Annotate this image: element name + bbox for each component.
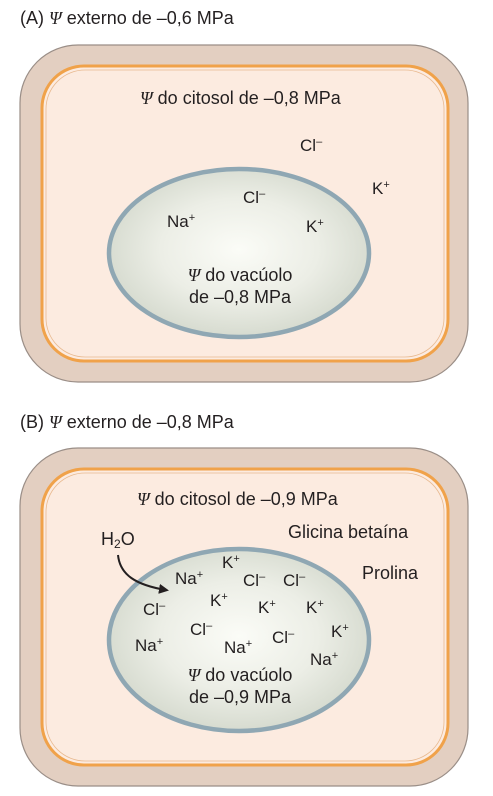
- ion-cl: Cl–: [243, 571, 266, 590]
- membrane-inner-line: [45, 472, 445, 762]
- water-influx-arrow: [117, 554, 169, 594]
- panel-a-title: (A) Ψ externo de –0,6 MPa: [20, 8, 234, 28]
- ion-k: K+: [210, 591, 228, 610]
- ion-k: K+: [372, 179, 390, 198]
- proline-label: Prolina: [362, 563, 419, 583]
- panel-a-cell: [19, 44, 469, 383]
- vacuole: [106, 166, 372, 340]
- panel-a-cytosol-label: Ψ do citosol de –0,8 MPa: [140, 88, 341, 108]
- ion-cl: Cl–: [190, 620, 213, 639]
- panel-b-vacuole-label: Ψ do vacúolo de –0,9 MPa: [187, 665, 293, 707]
- ion-cl: Cl–: [300, 136, 323, 155]
- glycine-betaine-label: Glicina betaína: [288, 522, 409, 542]
- water-label: H2O: [101, 529, 135, 551]
- ion-cl: Cl–: [283, 571, 306, 590]
- ion-na: Na+: [310, 650, 339, 669]
- ion-k: K+: [306, 598, 324, 617]
- ion-na: Na+: [135, 636, 164, 655]
- panel-a-vacuole-label: Ψ do vacúolo de –0,8 MPa: [187, 265, 293, 307]
- panel-b-cytosol-label: Ψ do citosol de –0,9 MPa: [137, 489, 338, 509]
- ion-cl: Cl–: [243, 188, 266, 207]
- panel-b-title: (B) Ψ externo de –0,8 MPa: [20, 412, 234, 432]
- ion-k: K+: [331, 622, 349, 641]
- ion-na: Na+: [175, 569, 204, 588]
- ion-k: K+: [306, 217, 324, 236]
- ion-cl: Cl–: [143, 600, 166, 619]
- ion-cl: Cl–: [272, 628, 295, 647]
- vacuole: [106, 546, 372, 734]
- panel-b-cell: [19, 447, 469, 787]
- psi-symbol: Ψ: [49, 412, 62, 432]
- ion-k: K+: [222, 553, 240, 572]
- membrane-inner-line: [45, 69, 445, 358]
- ion-k: K+: [258, 598, 276, 617]
- psi-symbol: Ψ: [49, 8, 62, 28]
- ion-na: Na+: [224, 638, 253, 657]
- ion-na: Na+: [167, 212, 196, 231]
